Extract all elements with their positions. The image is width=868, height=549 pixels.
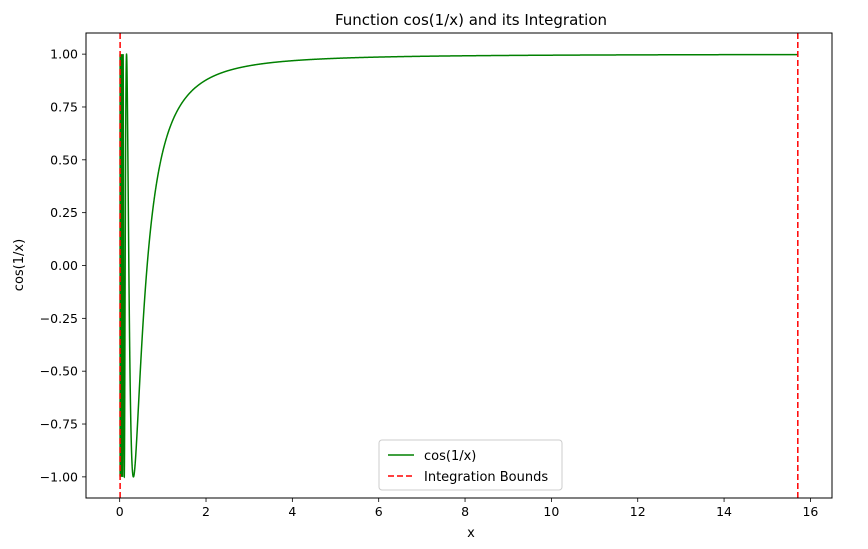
y-tick-label: −1.00	[40, 469, 78, 484]
x-tick-label: 16	[802, 504, 818, 519]
y-tick-label: −0.75	[40, 417, 78, 432]
x-axis: 0 2 4 6 8 10 12 14 16	[116, 498, 818, 519]
y-axis: −1.00 −0.75 −0.50 −0.25 0.00 0.25 0.50 0.75 1.00	[40, 47, 86, 484]
plot-frame	[85, 32, 833, 499]
legend-label-cos: cos(1/x)	[424, 449, 476, 464]
legend: cos(1/x) Integration Bounds	[378, 439, 563, 491]
y-tick-label: 1.00	[50, 47, 78, 62]
x-tick-label: 12	[630, 504, 646, 519]
x-tick-label: 6	[375, 504, 383, 519]
y-tick-label: −0.50	[40, 364, 78, 379]
plot-area	[119, 33, 799, 498]
y-tick-label: 0.75	[50, 99, 78, 114]
x-tick-label: 8	[461, 504, 469, 519]
x-tick-label: 14	[716, 504, 732, 519]
legend-label-integration-bounds: Integration Bounds	[424, 470, 548, 485]
y-tick-label: −0.25	[40, 311, 78, 326]
y-tick-label: 0.00	[50, 258, 78, 273]
y-tick-label: 0.25	[50, 205, 78, 220]
x-axis-label: x	[467, 526, 475, 541]
legend-box	[378, 439, 563, 491]
x-tick-label: 0	[116, 504, 124, 519]
series-line-cos	[119, 53, 798, 479]
x-tick-label: 10	[543, 504, 559, 519]
y-axis-label: cos(1/x)	[12, 239, 27, 291]
x-tick-label: 2	[202, 504, 210, 519]
x-tick-label: 4	[288, 504, 296, 519]
chart-title: Function cos(1/x) and its Integration	[335, 11, 607, 29]
y-tick-label: 0.50	[50, 152, 78, 167]
